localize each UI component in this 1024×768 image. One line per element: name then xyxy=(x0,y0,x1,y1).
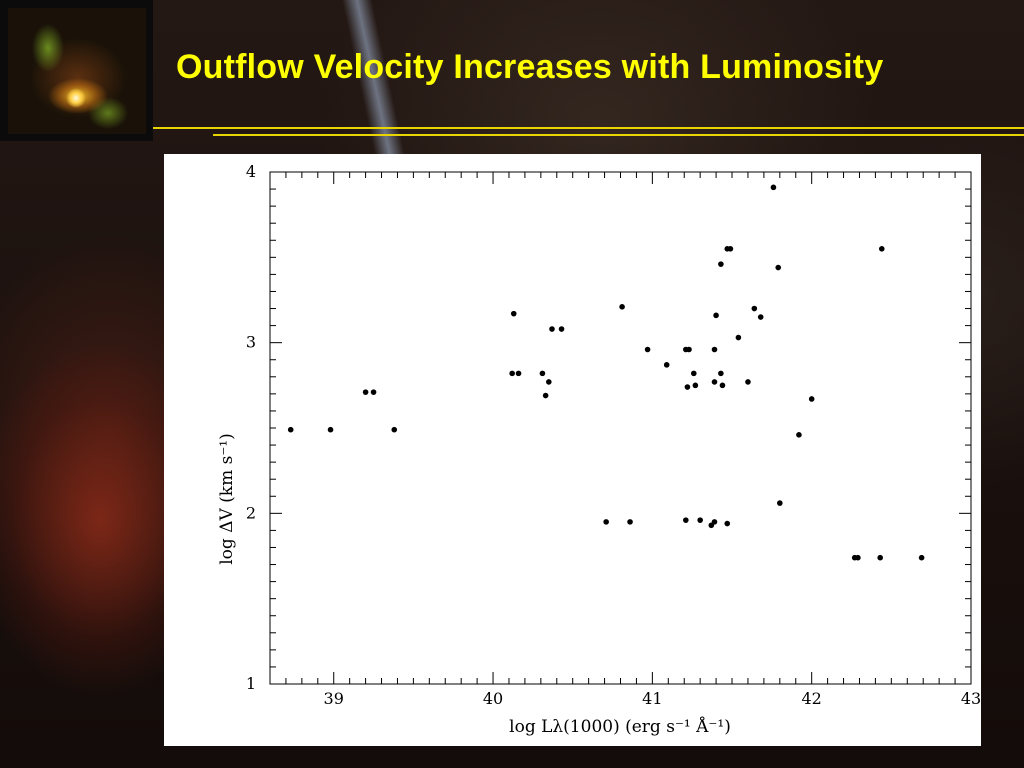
data-point xyxy=(686,346,692,353)
y-tick-label: 3 xyxy=(246,333,256,352)
data-point xyxy=(713,312,719,319)
data-point xyxy=(711,519,718,525)
data-point xyxy=(727,246,734,252)
data-point xyxy=(724,520,731,527)
data-point xyxy=(757,314,764,320)
data-point xyxy=(683,517,689,523)
data-point xyxy=(619,304,625,310)
data-point xyxy=(711,379,718,385)
data-point xyxy=(711,346,718,353)
chart-panel: 39 40 41 42 43 1 2 3 4 log Lλ(1000) (erg s⁻¹ Å⁻¹… xyxy=(164,154,981,746)
galaxy-image xyxy=(8,8,146,134)
title-rule-bottom xyxy=(213,134,1024,136)
data-point xyxy=(327,426,334,433)
data-point xyxy=(718,261,724,267)
data-point xyxy=(690,370,697,377)
x-tick-label: 39 xyxy=(324,689,344,708)
chart-points xyxy=(287,184,925,561)
data-point xyxy=(808,396,815,402)
data-point xyxy=(510,310,517,317)
data-point xyxy=(775,264,782,271)
y-tick-label: 1 xyxy=(246,674,256,693)
data-point xyxy=(735,334,742,341)
chart-axes xyxy=(269,171,972,685)
data-point xyxy=(542,392,549,399)
data-point xyxy=(287,426,294,433)
data-point xyxy=(627,519,633,525)
y-tick-label: 4 xyxy=(246,162,256,181)
data-point xyxy=(719,382,726,389)
data-point xyxy=(751,305,758,312)
data-point xyxy=(515,370,522,377)
data-point xyxy=(770,184,777,191)
x-tick-label: 41 xyxy=(642,689,662,708)
plot-frame xyxy=(269,171,972,685)
data-point xyxy=(796,432,802,438)
data-point xyxy=(539,370,546,377)
chart-ticks: 39 40 41 42 43 1 2 3 4 xyxy=(246,162,981,708)
title-rule-top xyxy=(153,127,1024,129)
scatter-chart: 39 40 41 42 43 1 2 3 4 log Lλ(1000) (erg s⁻¹ Å⁻¹… xyxy=(217,162,981,737)
y-axis-label: log ΔV (km s⁻¹) xyxy=(217,433,237,565)
data-point xyxy=(362,389,369,395)
data-point xyxy=(684,384,691,390)
data-point xyxy=(663,362,670,368)
x-tick-label: 43 xyxy=(961,689,981,708)
data-point xyxy=(745,379,751,385)
data-point xyxy=(509,370,515,377)
x-axis-label: log Lλ(1000) (erg s⁻¹ Å⁻¹) xyxy=(509,716,731,737)
data-point xyxy=(391,426,398,433)
data-point xyxy=(549,326,555,332)
galaxy-image-frame xyxy=(0,0,153,141)
x-tick-label: 40 xyxy=(483,689,503,708)
data-point xyxy=(878,246,885,252)
data-point xyxy=(777,500,783,506)
data-point xyxy=(697,517,703,523)
data-point xyxy=(644,346,651,353)
data-point xyxy=(718,370,724,377)
x-tick-label: 42 xyxy=(802,689,822,708)
data-point xyxy=(877,554,883,561)
data-point xyxy=(558,326,565,332)
data-point xyxy=(546,379,552,385)
y-tick-label: 2 xyxy=(246,503,256,522)
data-point xyxy=(855,554,861,561)
data-point xyxy=(370,389,377,395)
data-point xyxy=(918,554,925,561)
data-point xyxy=(692,382,699,389)
slide-title: Outflow Velocity Increases with Luminosi… xyxy=(176,48,884,86)
data-point xyxy=(603,519,609,525)
